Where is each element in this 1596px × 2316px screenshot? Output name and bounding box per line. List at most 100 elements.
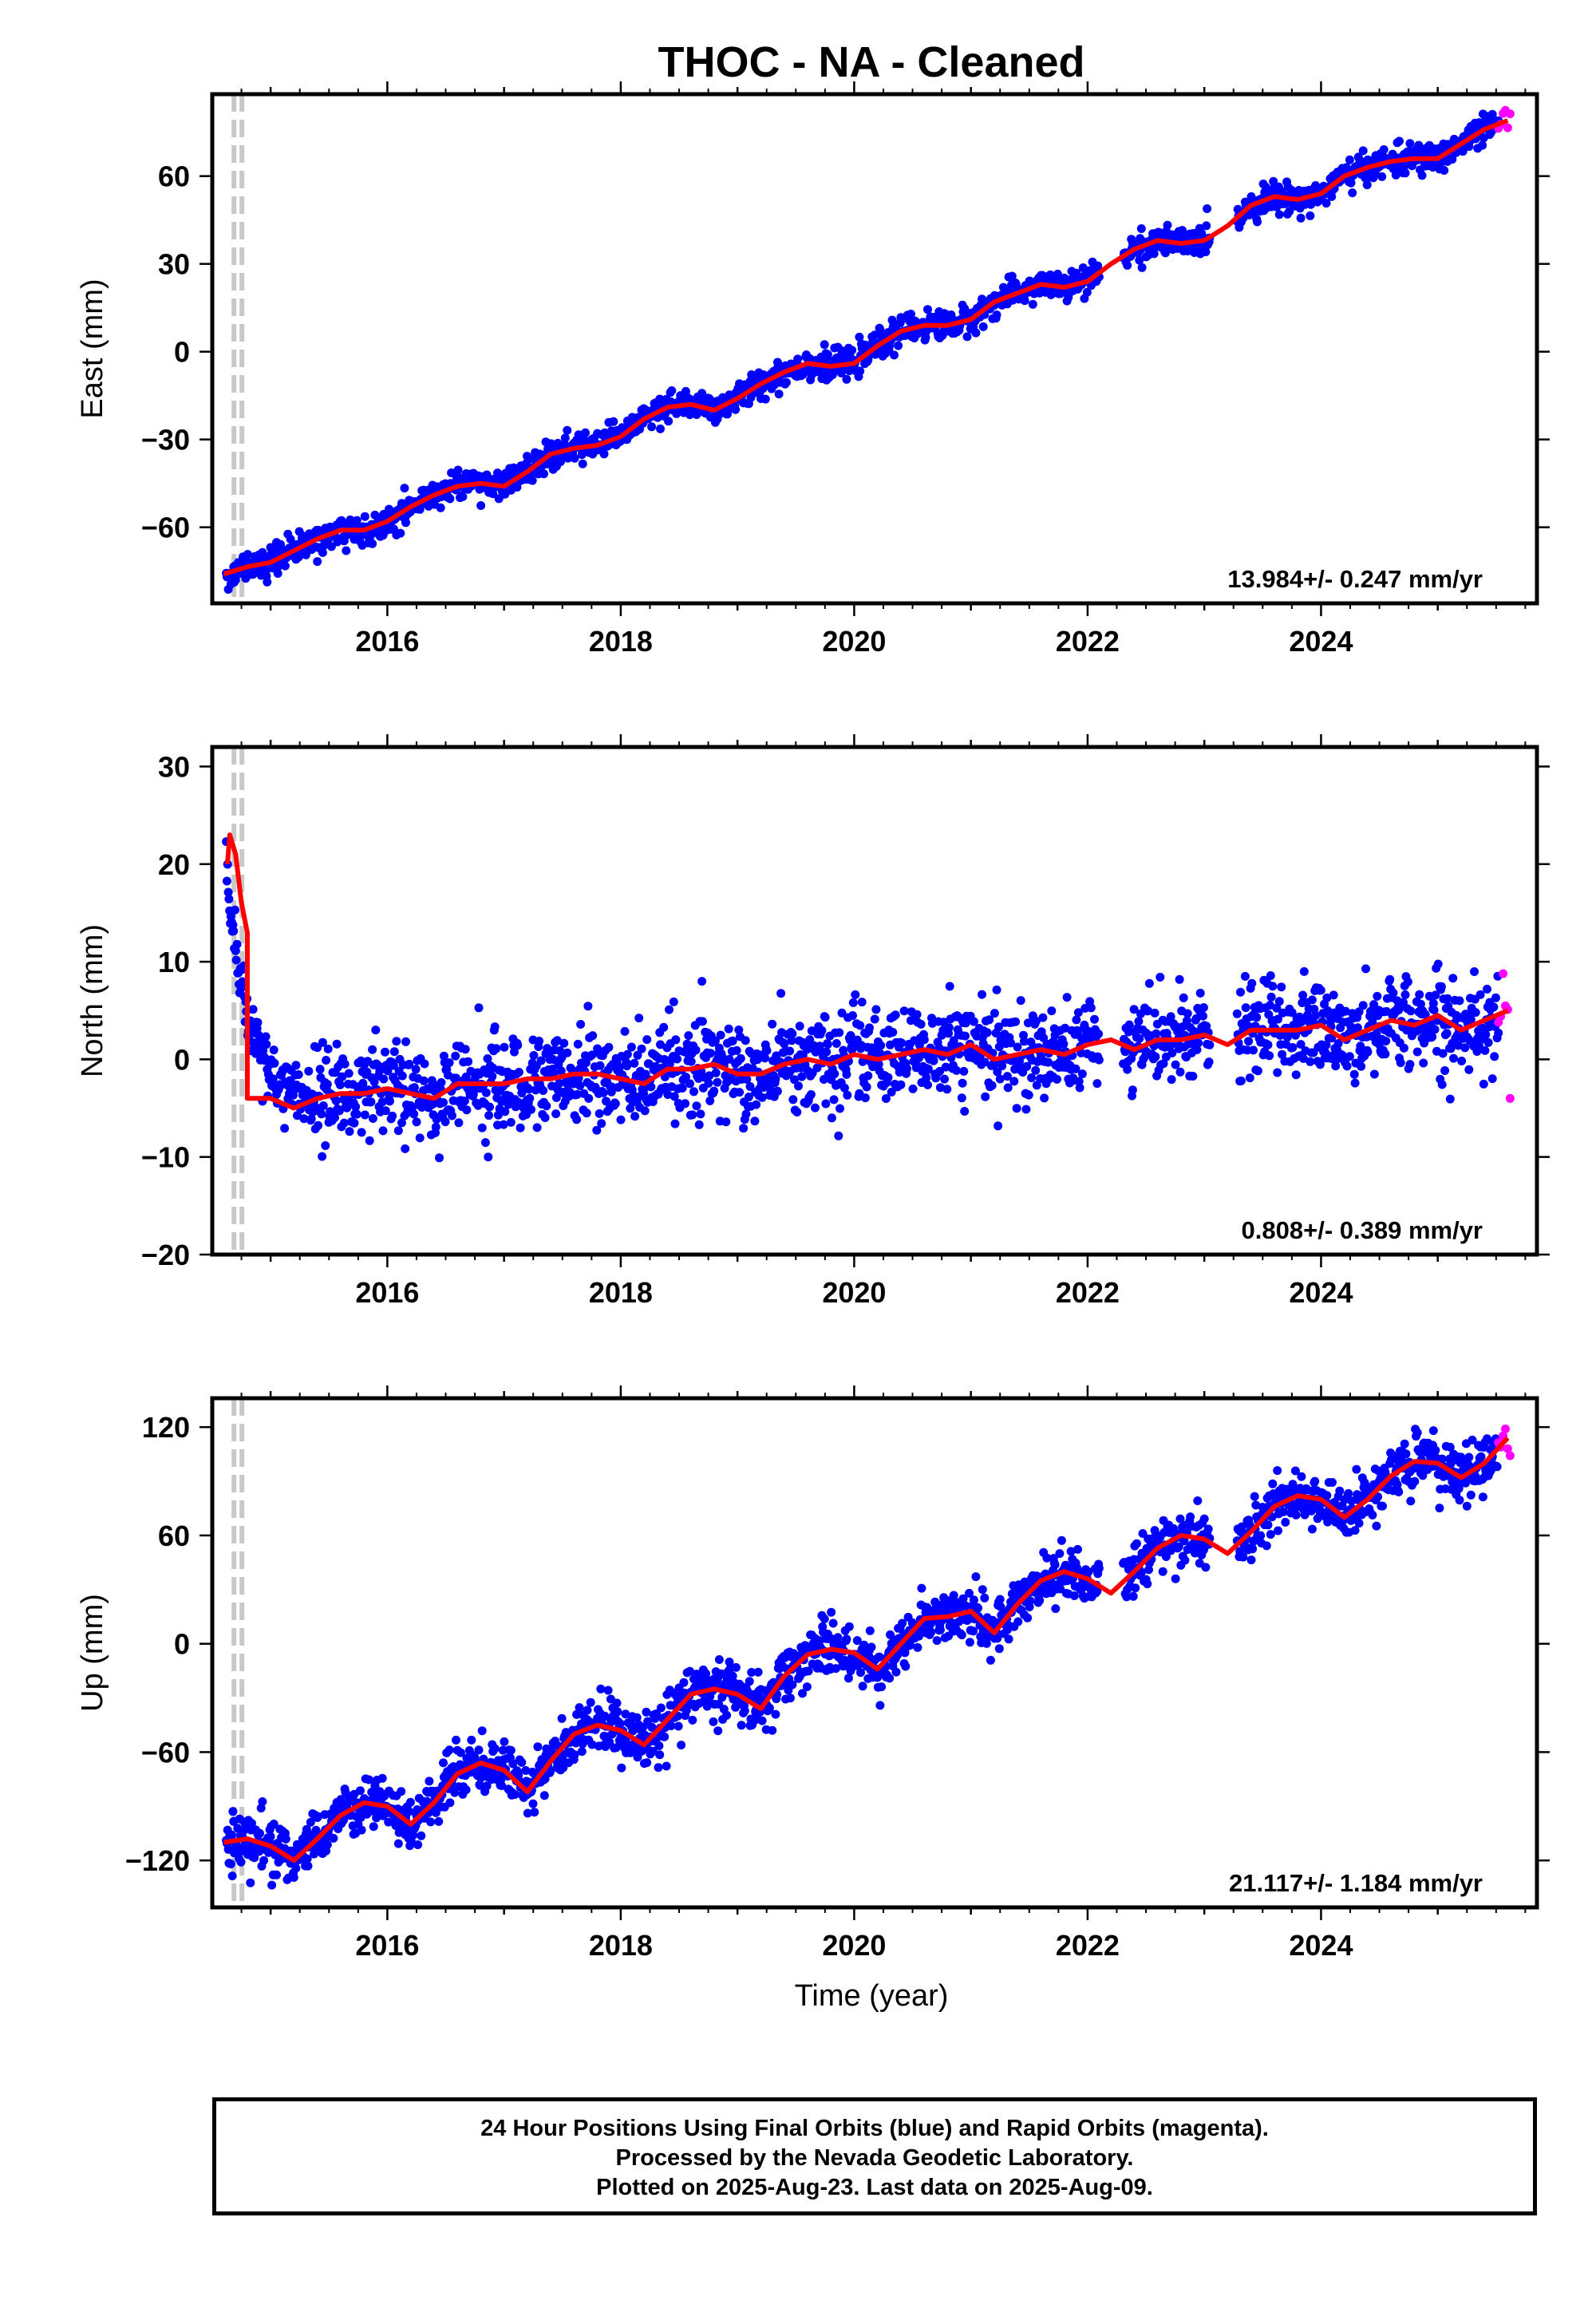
east-point [273, 569, 282, 578]
north-point [250, 1041, 259, 1050]
north-point [640, 1106, 650, 1116]
up-point [255, 1828, 264, 1838]
north-point [1440, 1066, 1450, 1075]
north-point [961, 1031, 970, 1041]
up-point [517, 1757, 527, 1767]
up-point [467, 1735, 476, 1745]
north-point [1167, 1048, 1177, 1057]
north-point [860, 1093, 870, 1103]
north-point [338, 1072, 347, 1081]
east-point [1395, 136, 1404, 146]
north-point [757, 1093, 767, 1102]
east-point [1253, 217, 1262, 227]
north-point [330, 1113, 339, 1122]
up-point [570, 1750, 579, 1760]
east-point [599, 449, 609, 459]
north-point [1373, 991, 1382, 1001]
north-point [516, 1123, 525, 1132]
north-y-tick-label: 20 [158, 848, 190, 881]
north-point [477, 1123, 487, 1132]
east-point [494, 494, 504, 504]
east-point [731, 405, 741, 414]
north-point [670, 1092, 679, 1101]
north-point [945, 982, 954, 991]
north-point [444, 1058, 454, 1068]
north-point [870, 1014, 879, 1024]
up-point [258, 1797, 267, 1806]
east-x-tick-label: 2022 [1056, 625, 1120, 658]
north-rate-label: 0.808+/- 0.389 mm/yr [1242, 1216, 1483, 1244]
north-point [549, 1069, 559, 1077]
north-point [957, 1093, 966, 1103]
north-point [1287, 1008, 1297, 1018]
north-point [1443, 994, 1452, 1003]
north-point [772, 1086, 782, 1096]
north-point [691, 1045, 701, 1055]
up-point [510, 1790, 519, 1799]
north-point [357, 1128, 366, 1137]
east-point [243, 550, 252, 559]
north-point [1012, 1104, 1021, 1113]
up-point [693, 1670, 702, 1680]
east-point [793, 354, 803, 364]
up-point [932, 1636, 942, 1646]
up-point [355, 1786, 365, 1796]
north-point [1128, 1085, 1137, 1095]
north-point [551, 1109, 561, 1119]
up-point [713, 1726, 723, 1736]
up-point [917, 1583, 926, 1593]
north-point [597, 1119, 606, 1128]
north-point [633, 1050, 642, 1060]
north-point [1124, 1020, 1134, 1030]
up-point [508, 1759, 518, 1769]
north-point [563, 1048, 572, 1057]
north-point [1092, 1079, 1102, 1089]
north-point [709, 1086, 719, 1096]
north-point [412, 1117, 421, 1127]
up-point [259, 1856, 269, 1865]
east-point [318, 547, 327, 557]
north-point [1245, 1073, 1254, 1083]
north-x-tick-label: 2024 [1289, 1276, 1353, 1309]
east-point [276, 539, 285, 549]
east-y-tick-label: 30 [158, 248, 190, 281]
north-point [393, 1126, 403, 1136]
up-point [303, 1861, 313, 1871]
north-point [725, 1054, 734, 1064]
north-point [280, 1124, 290, 1133]
north-point [817, 1026, 827, 1035]
north-point [1354, 1007, 1364, 1017]
up-point [528, 1799, 538, 1808]
north-point [555, 1046, 565, 1055]
up-point [577, 1747, 587, 1757]
north-point [1240, 971, 1250, 981]
north-point [524, 1085, 534, 1094]
east-point [978, 322, 988, 331]
up-point [523, 1808, 532, 1818]
north-point [785, 1046, 795, 1056]
north-point [1437, 1080, 1447, 1089]
east-point [923, 305, 932, 314]
east-x-tick-label: 2024 [1289, 625, 1353, 658]
north-point [1268, 982, 1278, 991]
north-point [787, 1036, 796, 1045]
east-point [1345, 155, 1354, 164]
north-point [670, 1119, 680, 1128]
north-point [742, 1075, 752, 1084]
east-point [482, 470, 492, 480]
up-point [654, 1763, 663, 1773]
east-y-tick-label: −60 [141, 512, 190, 544]
north-point [448, 1111, 456, 1120]
east-point [360, 512, 369, 521]
north-point [616, 1115, 626, 1124]
east-point [1020, 296, 1029, 306]
north-point [1194, 1038, 1203, 1048]
north-point [1086, 1003, 1096, 1013]
north-point [1288, 1043, 1298, 1052]
north-point [630, 1058, 639, 1068]
north-point [499, 1120, 508, 1129]
north-point [314, 1120, 323, 1130]
north-point [1329, 990, 1338, 1000]
